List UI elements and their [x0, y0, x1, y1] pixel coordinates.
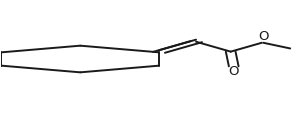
Text: O: O	[229, 65, 239, 78]
Text: O: O	[258, 30, 269, 43]
